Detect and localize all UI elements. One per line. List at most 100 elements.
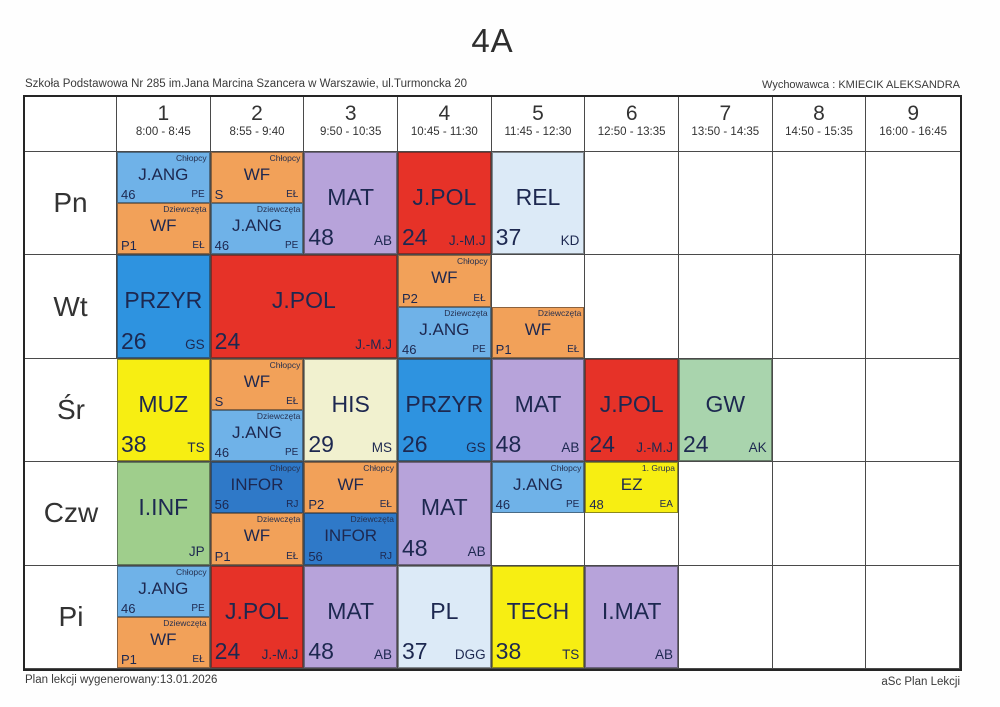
teacher-initials: J.-M.J [261, 647, 299, 662]
empty-cell [678, 152, 773, 256]
lesson-half-bottom: Dziewczęta WF P1 EŁ [210, 513, 304, 565]
lesson-cell: Chłopcy WF S EŁ Dziewczęta J.ANG 46 PE [210, 358, 305, 463]
split-lesson: Chłopcy J.ANG 46 PE Dziewczęta WF P1 EŁ [117, 565, 210, 668]
room-label: 48 [308, 224, 334, 251]
group-label: Chłopcy [175, 153, 207, 163]
lesson-block: Chłopcy J.ANG 46 PE [117, 565, 210, 617]
subject-label: WF [524, 319, 552, 339]
lesson-cell: Chłopcy J.ANG 46 PE Dziewczęta WF P1 EŁ [117, 565, 211, 669]
room-label: 48 [308, 638, 334, 664]
room-label: 48 [495, 431, 522, 458]
lesson-half-bottom: Dziewczęta J.ANG 46 PE [210, 203, 304, 255]
subject-label: EZ [620, 475, 643, 495]
empty-cell [772, 152, 867, 256]
period-number: 2 [251, 102, 263, 125]
subject-label: J.POL [271, 287, 336, 314]
empty-cell [585, 255, 679, 359]
lesson-cell: HIS 29 MS [304, 358, 398, 463]
lesson-block: PRZYR 26 GS [117, 255, 210, 358]
period-time: 13:50 - 14:35 [691, 126, 760, 138]
split-lesson: Chłopcy WF P2 EŁ Dziewczęta J.ANG 46 PE [397, 255, 491, 358]
subject-label: REL [515, 184, 561, 210]
split-lesson: Chłopcy WF S EŁ Dziewczęta J.ANG 46 PE [210, 358, 304, 462]
lesson-cell: J.POL 24 J.-M.J [397, 152, 492, 256]
teacher-initials: EŁ [286, 396, 299, 407]
split-lesson: Chłopcy WF S EŁ Dziewczęta J.ANG 46 PE [210, 152, 304, 255]
teacher-initials: GS [185, 336, 205, 352]
teacher-initials: AB [373, 233, 392, 249]
lesson-cell: MAT 48 AB [304, 152, 398, 256]
teacher-initials: EŁ [286, 189, 299, 201]
lesson-block: Chłopcy J.ANG 46 PE [491, 462, 585, 514]
period-number: 9 [907, 102, 919, 125]
lesson-block: MAT 48 AB [304, 152, 397, 255]
lesson-block: I.MAT AB [585, 565, 678, 668]
split-lesson: Chłopcy WF P2 EŁ Dziewczęta INFOR 56 RJ [304, 462, 397, 565]
period-time: 10:45 - 11:30 [410, 126, 478, 138]
empty-cell [585, 152, 679, 256]
lesson-cell: MUZ 38 TS [117, 358, 211, 463]
period-header-3: 3 9:50 - 10:35 [304, 97, 398, 152]
teacher-initials: TS [562, 647, 580, 662]
period-header-6: 6 12:50 - 13:35 [585, 97, 679, 152]
lesson-cell: Chłopcy WF S EŁ Dziewczęta J.ANG 46 PE [210, 152, 305, 256]
room-label: 46 [214, 445, 230, 461]
room-label: 37 [401, 638, 428, 664]
teacher-initials: J.-M.J [448, 233, 486, 249]
subject-label: WF [243, 526, 271, 546]
group-label: Dziewczęta [537, 307, 582, 318]
lesson-cell: PRZYR 26 GS [117, 255, 211, 359]
period-header-1: 1 8:00 - 8:45 [117, 97, 211, 152]
group-label: Dziewczęta [256, 514, 301, 525]
subject-label: J.ANG [231, 216, 283, 236]
teacher-initials: PE [565, 499, 580, 511]
lesson-half-top: 1. Grupa EZ 48 EA [585, 462, 678, 514]
lesson-block: Dziewczęta J.ANG 46 PE [397, 306, 491, 358]
lesson-block: J.POL 24 J.-M.J [210, 255, 397, 358]
lesson-cell: MAT 48 AB [304, 565, 398, 669]
teacher-initials: AK [748, 440, 767, 456]
day-label-Pi: Pi [25, 565, 117, 669]
lesson-block: HIS 29 MS [304, 358, 397, 462]
empty-half [491, 255, 585, 307]
room-label: 46 [214, 238, 230, 254]
lesson-cell: PL 37 DGG [397, 565, 492, 669]
group-label: Dziewczęta [256, 411, 301, 421]
teacher-initials: EA [659, 499, 673, 511]
subject-label: J.ANG [231, 423, 283, 442]
subject-label: HIS [331, 390, 370, 417]
empty-half [585, 513, 678, 565]
subject-label: I.MAT [601, 597, 662, 624]
teacher-initials: PE [472, 343, 486, 355]
lesson-block: GW 24 AK [678, 358, 772, 462]
room-label: 24 [214, 327, 241, 354]
lesson-cell: I.MAT AB [585, 565, 679, 669]
asc-watermark: aSc Plan Lekcji [881, 676, 960, 688]
lesson-block: Chłopcy WF S EŁ [210, 152, 304, 204]
lesson-cell: Chłopcy WF P2 EŁ Dziewczęta INFOR 56 RJ [304, 462, 398, 566]
room-label: S [214, 187, 224, 203]
teacher-initials: KD [560, 233, 580, 249]
lesson-block: J.POL 24 J.-M.J [585, 358, 678, 462]
subject-label: J.POL [225, 597, 289, 624]
period-time: 16:00 - 16:45 [879, 126, 948, 138]
teacher-initials: EŁ [286, 550, 299, 562]
room-label: 37 [495, 224, 522, 251]
teacher-initials: TS [187, 440, 205, 456]
lesson-half-bottom: Dziewczęta WF P1 EŁ [117, 616, 210, 668]
period-number: 5 [532, 102, 544, 125]
room-label: 46 [121, 187, 136, 203]
room-label: 46 [121, 600, 136, 616]
teacher-initials: EŁ [192, 240, 205, 252]
day-label-Pn: Pn [25, 152, 117, 256]
subject-label: J.ANG [512, 475, 564, 495]
empty-half [491, 513, 585, 565]
group-label: Dziewczęta [444, 307, 488, 318]
lesson-cell: REL 37 KD [491, 152, 586, 256]
room-label: 48 [401, 534, 428, 561]
period-time: 11:45 - 12:30 [504, 126, 572, 138]
lesson-block: Dziewczęta INFOR 56 RJ [304, 513, 397, 565]
lesson-cell: GW 24 AK [678, 358, 773, 463]
lesson-block: I.INF JP [117, 462, 210, 565]
